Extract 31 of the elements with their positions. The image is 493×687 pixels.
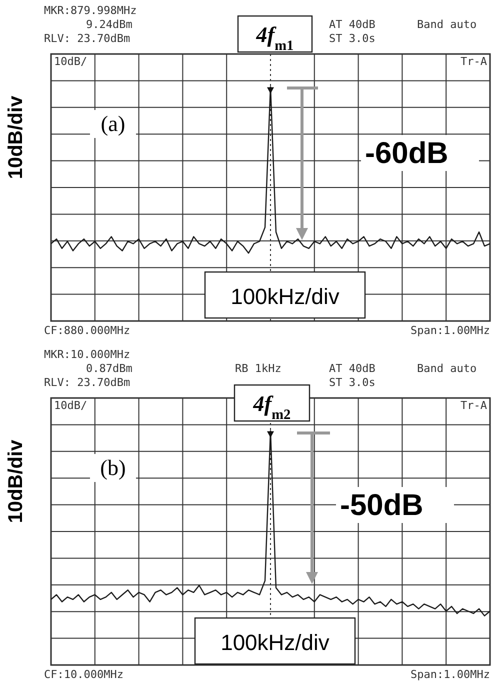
text: Band auto [417, 18, 477, 31]
annotation: -50dB [340, 489, 424, 522]
text: 4f$_{m1}$ [255, 22, 294, 54]
text: RB 1kHz [235, 362, 282, 375]
text: 4f$_{m2}$ [252, 391, 291, 423]
annotation: (b) [100, 455, 126, 480]
y-axis-title: 10dB/div [5, 94, 27, 180]
text: Span:1.00MHz [410, 668, 490, 681]
text: Span:1.00MHz [410, 324, 490, 337]
text: CF:880.000MHz [44, 324, 130, 337]
text: 10dB/ [54, 55, 88, 68]
text: CF:10.000MHz [44, 668, 124, 681]
text: Band auto [417, 362, 477, 375]
y-axis-title: 10dB/div [5, 438, 27, 524]
annotation: -60dB [365, 137, 448, 170]
text: RLV: 23.70dBm [44, 32, 130, 45]
text: AT 40dB [329, 362, 376, 375]
text: 9.24dBm [86, 18, 133, 31]
text: 10dB/ [54, 399, 88, 412]
text: ST 3.0s [329, 376, 376, 389]
text: MKR:879.998MHz [44, 4, 137, 17]
text: Tr-A [460, 399, 488, 412]
text: 0.87dBm [86, 362, 133, 375]
annotation: (a) [100, 111, 126, 136]
annotation: 100kHz/div [220, 630, 330, 655]
text: AT 40dB [329, 18, 376, 31]
text: ST 3.0s [329, 32, 376, 45]
text: RLV: 23.70dBm [44, 376, 130, 389]
annotation: 100kHz/div [230, 284, 340, 309]
text: MKR:10.000MHz [44, 348, 130, 361]
text: Tr-A [460, 55, 488, 68]
